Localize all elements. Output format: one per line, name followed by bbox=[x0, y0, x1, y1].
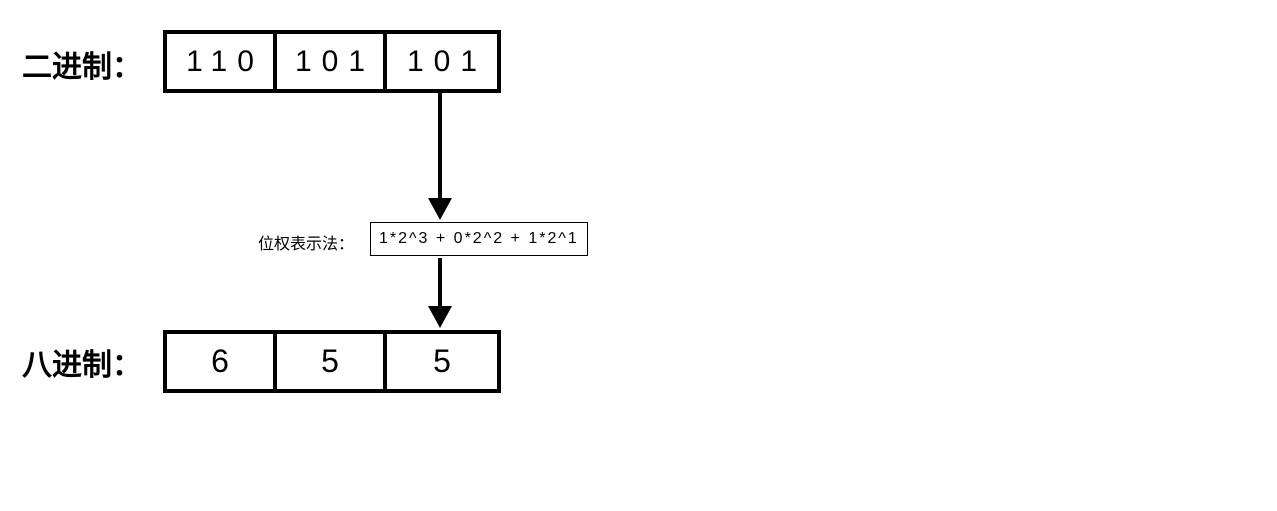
octal-cell-group: 6 5 5 bbox=[163, 330, 501, 393]
octal-cell: 6 bbox=[167, 334, 277, 389]
octal-label: 八进制： bbox=[22, 340, 142, 384]
octal-cell: 5 bbox=[387, 334, 497, 389]
arrow-down-icon bbox=[0, 0, 1277, 511]
diagram-stage: 二进制： 110 101 101 位权表示法： 1*2^3 + 0*2^2 + … bbox=[0, 0, 1277, 511]
octal-cell: 5 bbox=[277, 334, 387, 389]
